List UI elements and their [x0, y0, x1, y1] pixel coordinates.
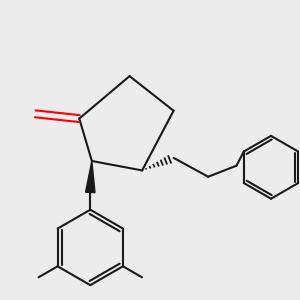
Polygon shape [85, 161, 95, 193]
